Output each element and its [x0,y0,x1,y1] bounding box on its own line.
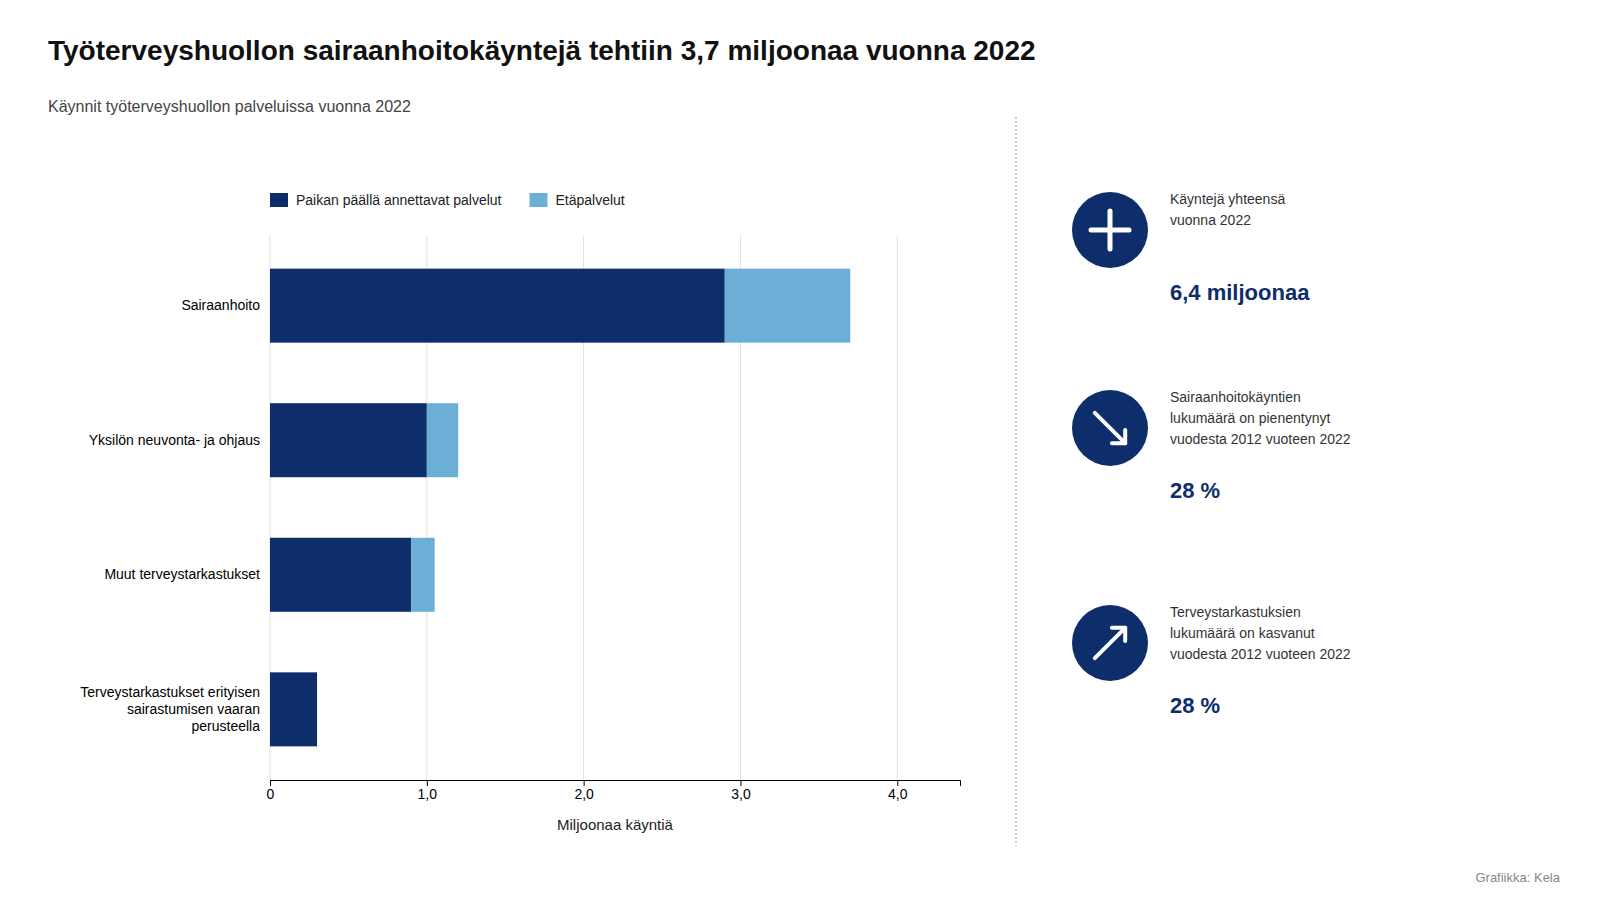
info-text-line: vuodesta 2012 vuoteen 2022 [1170,646,1351,662]
axis-line [271,781,961,787]
icon-line [1095,413,1125,443]
bar [317,672,318,746]
tick-label: 3,0 [731,786,751,802]
legend-label: Paikan päällä annettavat palvelut [296,192,502,208]
tick-label: 2,0 [574,786,594,802]
info-panel: Käyntejä yhteensä vuonna 2022 6,4 miljoona… [1072,191,1310,305]
legend: Paikan päällä annettavat palvelut Etäpalv… [270,192,625,208]
bar [725,269,850,343]
tick-label: Terveystarkastukset erityisensairastumis… [80,684,260,734]
series [411,269,850,612]
info-icon [1095,628,1125,658]
tick-label-line: perusteella [192,718,261,734]
grid [270,235,897,780]
info-icon [1091,211,1129,249]
tick: Yksilön neuvonta- ja ohjaus [89,432,270,448]
bar [270,538,411,612]
legend-label: Etäpalvelut [555,192,624,208]
x-axis: 0 1,0 2,0 3,0 4,0 [267,780,961,802]
tick-label: 0 [267,786,275,802]
icon-line [1095,628,1125,658]
info-text: Terveystarkastuksien lukumäärä on kasvanu… [1170,604,1351,662]
info-text-line: lukumäärä on kasvanut [1170,625,1315,641]
info-text-line: Sairaanhoitokäyntien [1170,389,1301,405]
grid-line [897,235,898,780]
tick-label: Sairaanhoito [181,297,260,313]
legend-swatch [270,193,288,207]
tick-label: 4,0 [888,786,908,802]
tick: 4,0 [888,780,908,802]
source: Grafiikka: Kela [1475,870,1560,885]
info-circle [1072,390,1148,466]
legend-swatch [529,193,547,207]
tick: Sairaanhoito [181,297,270,313]
info-text: Käyntejä yhteensä vuonna 2022 [1170,191,1285,228]
tick-label: 1,0 [418,786,438,802]
tick: Muut terveystarkastukset [104,566,270,582]
bar [427,403,458,477]
icon-arrowhead [1112,628,1125,641]
bar [270,672,317,746]
tick: Terveystarkastukset erityisensairastumis… [80,684,270,734]
info-circle [1072,192,1148,268]
info-text-line: vuonna 2022 [1170,212,1251,228]
tick-label: Yksilön neuvonta- ja ohjaus [89,432,260,448]
bar [270,403,427,477]
tick-label: Muut terveystarkastukset [104,566,260,582]
info-text-line: vuodesta 2012 vuoteen 2022 [1170,431,1351,447]
info-panel: Terveystarkastuksien lukumäärä on kasvanu… [1072,604,1351,718]
tick: 2,0 [574,780,594,802]
tick-label-line: Muut terveystarkastukset [104,566,260,582]
info-icon [1095,413,1125,443]
series [270,269,725,747]
tick-label-line: Yksilön neuvonta- ja ohjaus [89,432,260,448]
bar [411,538,435,612]
tick: 0 [267,780,275,802]
subtitle: Käynnit työterveyshuollon palveluissa vu… [48,98,411,115]
x-axis-title: Miljoonaa käyntiä [557,816,674,833]
icon-line [1091,228,1129,233]
info-text: Sairaanhoitokäyntien lukumäärä on pienent… [1170,389,1351,447]
plot: 0 1,0 2,0 3,0 4,0 Miljoonaa käyntiä Sairaanhoi… [80,235,960,833]
legend-item: Paikan päällä annettavat palvelut [270,192,502,208]
info-text-line: lukumäärä on pienentynyt [1170,410,1330,426]
bars [270,269,850,747]
y-axis: Sairaanhoito Yksilön neuvonta- ja ohjaus M… [80,297,270,734]
info-value: 28 % [1170,693,1220,718]
info-panel: Sairaanhoitokäyntien lukumäärä on pienent… [1072,389,1351,503]
info-value: 28 % [1170,478,1220,503]
info-value: 6,4 miljoonaa [1170,280,1310,305]
tick-label-line: sairastumisen vaaran [127,701,260,717]
chart: Työterveyshuollon sairaanhoitokäyntejä t… [0,0,1600,900]
icon-arrowhead [1112,430,1125,443]
divider [1015,117,1016,846]
tick-label-line: Terveystarkastukset erityisen [80,684,260,700]
info-text-line: Terveystarkastuksien [1170,604,1301,620]
tick: 1,0 [418,780,438,802]
title: Työterveyshuollon sairaanhoitokäyntejä t… [48,35,1036,66]
info-circle [1072,605,1148,681]
legend-item: Etäpalvelut [529,192,624,208]
info-text-line: Käyntejä yhteensä [1170,191,1285,207]
tick: 3,0 [731,780,751,802]
tick-label-line: Sairaanhoito [181,297,260,313]
bar [270,269,725,343]
